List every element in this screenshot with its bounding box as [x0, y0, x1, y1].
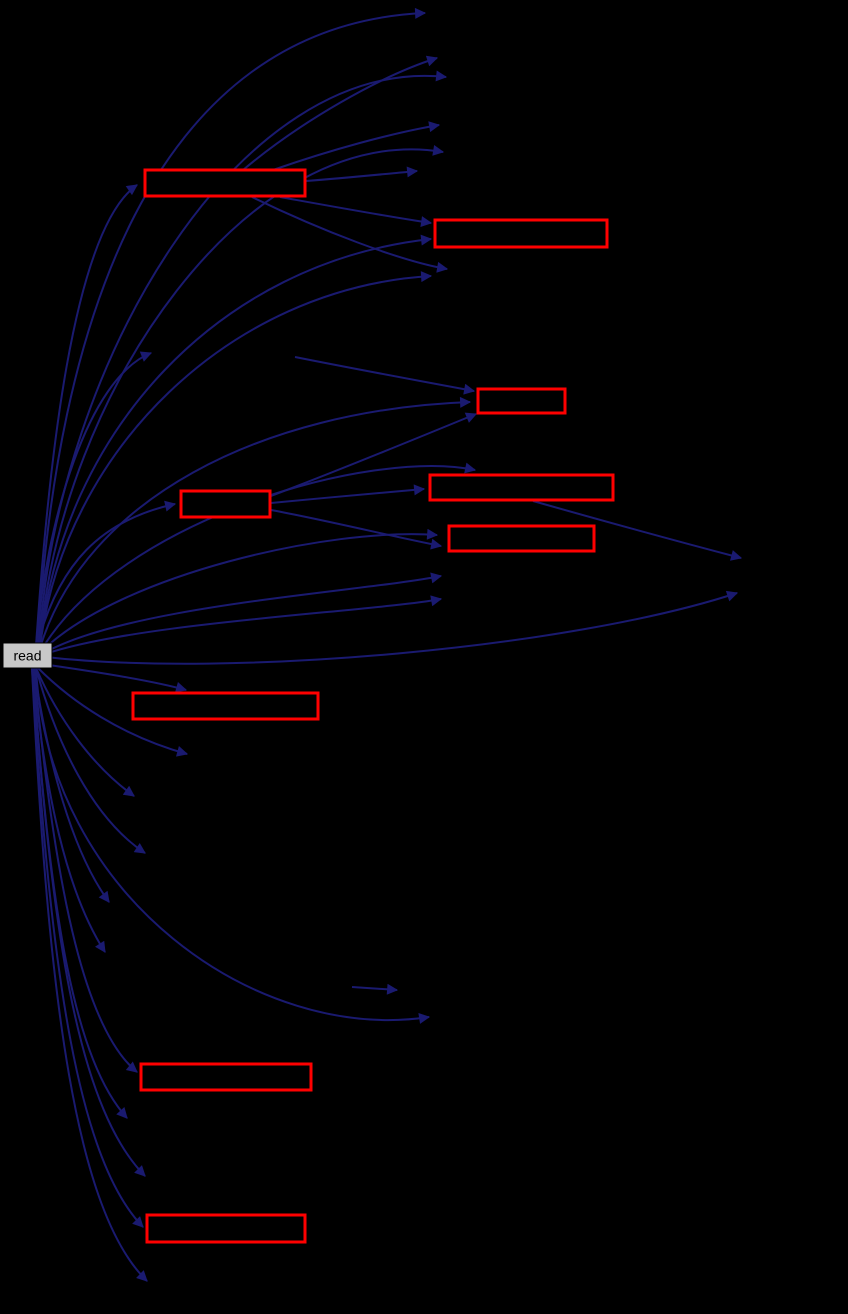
call-graph-node-highlighted[interactable] [139, 1062, 313, 1092]
call-graph-node-highlighted[interactable] [179, 489, 272, 519]
call-graph-edge [251, 196, 449, 273]
call-graph-edge [279, 196, 433, 228]
call-graph-edge [35, 667, 146, 854]
call-graph-edge [35, 667, 135, 797]
call-graph-edge [41, 663, 188, 693]
call-graph-edge [39, 396, 472, 649]
call-graph-node-highlighted[interactable] [433, 218, 609, 249]
root-node-label: read [13, 648, 41, 664]
call-graph-edge [31, 667, 148, 1282]
call-graph-edge [272, 121, 441, 171]
call-graph-edge [37, 667, 189, 757]
call-graph-node-highlighted[interactable] [476, 387, 567, 415]
call-graph-node-highlighted[interactable] [145, 1213, 307, 1244]
call-graph-edge [351, 983, 399, 995]
call-graph-edge [33, 667, 138, 1073]
call-graph-edge [31, 667, 144, 1228]
call-graph-edge [270, 484, 426, 504]
call-graph-edge [270, 412, 478, 497]
call-graph-edge [39, 271, 433, 648]
call-graph-edge [39, 144, 445, 646]
call-graph-edge [39, 234, 433, 647]
call-graph-edge [43, 572, 443, 654]
call-graph-edge [41, 528, 439, 652]
edges-layer [31, 7, 743, 1282]
call-graph-edge [270, 509, 443, 550]
call-graph-edge [532, 500, 743, 561]
call-graph-edge [45, 590, 739, 665]
call-graph-edge [35, 184, 138, 647]
call-graph-edge [38, 70, 448, 645]
nodes-layer: read [2, 168, 615, 1244]
call-graph-node-highlighted[interactable] [143, 168, 307, 198]
call-graph-edge [35, 667, 431, 1024]
call-graph-edge [32, 667, 146, 1177]
call-graph-edge [35, 351, 153, 648]
call-graph-node-highlighted[interactable] [428, 473, 615, 502]
call-graph-edge [37, 7, 427, 645]
root-node-box[interactable] [2, 642, 53, 669]
call-graph-edge [35, 500, 177, 651]
call-graph-edge [305, 166, 419, 182]
call-graph-edge [242, 55, 439, 171]
call-graph-node-highlighted[interactable] [447, 524, 596, 553]
call-graph-edge [294, 356, 476, 395]
call-graph-edge [44, 595, 443, 655]
root-node-read[interactable]: read [2, 642, 53, 669]
call-graph-node-highlighted[interactable] [131, 691, 320, 721]
